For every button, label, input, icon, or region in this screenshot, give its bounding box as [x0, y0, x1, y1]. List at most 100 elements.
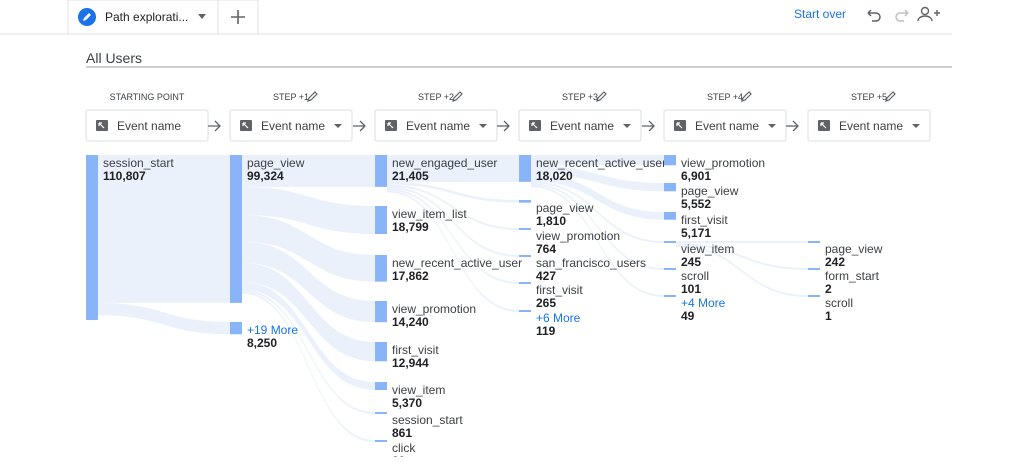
node-bar[interactable]: [519, 200, 531, 203]
node-bar[interactable]: [808, 295, 820, 297]
dropdown-box: [807, 109, 931, 142]
node-label: page_view: [247, 156, 305, 170]
edit-step[interactable]: [452, 91, 463, 102]
node-bar[interactable]: [664, 295, 676, 297]
flow: [242, 241, 375, 323]
node-label: first_visit: [392, 343, 439, 357]
node-bar[interactable]: [519, 228, 531, 230]
node-bar[interactable]: [664, 155, 676, 166]
share-icon-body: [917, 10, 940, 22]
arrow: [786, 120, 799, 132]
node-value: 110,807: [103, 169, 146, 183]
dropdown-caret: [768, 124, 776, 128]
dropdown-label: Event name: [117, 119, 181, 133]
node-bar[interactable]: [230, 155, 242, 303]
node-label: session_start: [392, 413, 463, 427]
node-label: first_visit: [536, 283, 583, 297]
node-label: new_engaged_user: [392, 156, 497, 170]
dimension-dropdown[interactable]: Event name: [807, 109, 931, 142]
node-bar[interactable]: [375, 382, 387, 390]
arrow: [497, 120, 510, 132]
edit-step[interactable]: [596, 91, 607, 102]
step-label: STEP +2: [418, 92, 454, 102]
flow: [242, 281, 375, 390]
share-users[interactable]: [917, 6, 940, 22]
flow: [242, 155, 375, 187]
node-bar[interactable]: [86, 155, 98, 320]
node-bar[interactable]: [375, 206, 387, 234]
dimension-dropdown[interactable]: Event name: [85, 109, 209, 142]
node-label: new_recent_active_user: [536, 156, 666, 170]
dropdown-label: Event name: [550, 119, 614, 133]
node-label: scroll: [681, 269, 709, 283]
flow: [531, 173, 664, 220]
node-value: 242: [825, 255, 845, 269]
edit-step[interactable]: [885, 91, 896, 102]
dropdown-label: Event name: [695, 119, 759, 133]
share-icon-head: [920, 6, 930, 16]
segment-title: All Users: [86, 50, 142, 66]
node-bar[interactable]: [519, 255, 531, 257]
node-label: view_promotion: [681, 156, 765, 170]
redo[interactable]: [895, 9, 909, 22]
flow: [387, 184, 519, 230]
node-value: 861: [392, 426, 412, 440]
node-value: 18,799: [392, 220, 429, 234]
node-label[interactable]: +4 More: [681, 296, 726, 310]
node-bar[interactable]: [519, 155, 531, 182]
node-label: view_promotion: [536, 229, 620, 243]
flows: [98, 155, 808, 442]
dropdown-caret: [479, 124, 487, 128]
undo[interactable]: [867, 9, 881, 22]
dropdown-icon-glyph: [820, 122, 827, 129]
node-label[interactable]: +6 More: [536, 311, 581, 325]
node-bar[interactable]: [375, 342, 387, 362]
dimension-dropdown[interactable]: Event name: [374, 109, 498, 142]
dropdown-icon-glyph: [242, 122, 249, 129]
node-bar[interactable]: [375, 412, 387, 414]
dimension-dropdown[interactable]: Event name: [518, 109, 642, 142]
flow: [98, 302, 230, 335]
flow: [531, 181, 664, 243]
node-value: 427: [536, 269, 556, 283]
node-bar[interactable]: [519, 282, 531, 284]
add-icon: [231, 10, 245, 24]
node-bar[interactable]: [519, 310, 531, 312]
node-bar[interactable]: [808, 241, 820, 243]
start-over[interactable]: Start over: [794, 7, 846, 21]
dimension-dropdown[interactable]: Event name: [229, 109, 353, 142]
dropdown-box: [229, 109, 353, 142]
node-bar[interactable]: [375, 255, 387, 282]
node-bar[interactable]: [664, 212, 676, 220]
node-bar[interactable]: [375, 440, 387, 442]
node-value: 5,370: [392, 396, 422, 410]
dimension-dropdown[interactable]: Event name: [663, 109, 787, 142]
node-bar[interactable]: [375, 301, 387, 323]
node-bar[interactable]: [808, 268, 820, 270]
node-value: 5,552: [681, 197, 711, 211]
flow: [676, 241, 808, 243]
node-bar[interactable]: [664, 268, 676, 270]
dropdown-box: [518, 109, 642, 142]
node-label: scroll: [825, 296, 853, 310]
node-label: view_item: [392, 383, 445, 397]
node-label[interactable]: +19 More: [247, 323, 298, 337]
tab-menu[interactable]: [198, 14, 206, 19]
dropdown-icon-glyph: [531, 122, 538, 129]
node-value: 101: [681, 282, 701, 296]
edit-step[interactable]: [741, 91, 752, 102]
edit-step[interactable]: [307, 91, 318, 102]
flow: [98, 155, 230, 303]
node-value: 21,405: [392, 169, 429, 183]
flow: [531, 155, 664, 166]
node-bar[interactable]: [230, 322, 242, 335]
dropdown-icon-glyph: [98, 122, 105, 129]
node-bar[interactable]: [664, 241, 676, 243]
node-bar[interactable]: [375, 155, 387, 187]
node-value: 5,171: [681, 226, 711, 240]
node-bar[interactable]: [664, 183, 676, 192]
dropdown-icon-glyph: [387, 122, 394, 129]
node-label: click: [392, 441, 416, 455]
